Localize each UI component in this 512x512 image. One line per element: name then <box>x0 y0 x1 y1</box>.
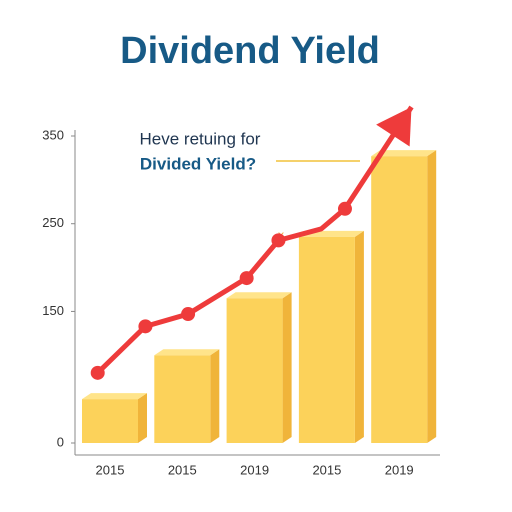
line-point <box>138 319 153 334</box>
bar-side <box>354 230 364 443</box>
annotation: Heve retuing for <box>140 129 261 148</box>
x-tick-label: 2019 <box>240 462 269 477</box>
bar <box>82 399 138 443</box>
bar-side <box>210 349 220 443</box>
bar-side <box>138 393 147 443</box>
bar <box>371 156 428 443</box>
x-tick-label: 2015 <box>168 462 197 477</box>
annotation: Divided Yield? <box>140 154 256 173</box>
line-point <box>181 307 196 322</box>
line-point <box>90 365 105 380</box>
bar-top <box>154 349 220 356</box>
bar-top <box>226 292 292 299</box>
arrow-head <box>376 107 412 147</box>
line-point <box>337 201 352 216</box>
bar-top <box>82 393 147 400</box>
y-tick-label: 150 <box>42 303 64 318</box>
bar-side <box>427 150 437 443</box>
y-tick-label: 250 <box>42 215 64 230</box>
line-point <box>239 271 254 286</box>
y-tick-label: 0 <box>57 434 64 449</box>
line-point <box>271 233 286 248</box>
y-tick-label: 350 <box>42 127 64 142</box>
x-tick-label: 2015 <box>96 462 125 477</box>
bar <box>298 236 355 443</box>
bar <box>154 355 211 443</box>
bar <box>226 298 283 443</box>
x-tick-label: 2015 <box>312 462 341 477</box>
x-tick-label: 2019 <box>385 462 414 477</box>
bar-side <box>282 292 292 443</box>
chart-title: Dividend Yield <box>120 30 380 72</box>
bar-top <box>371 150 437 157</box>
